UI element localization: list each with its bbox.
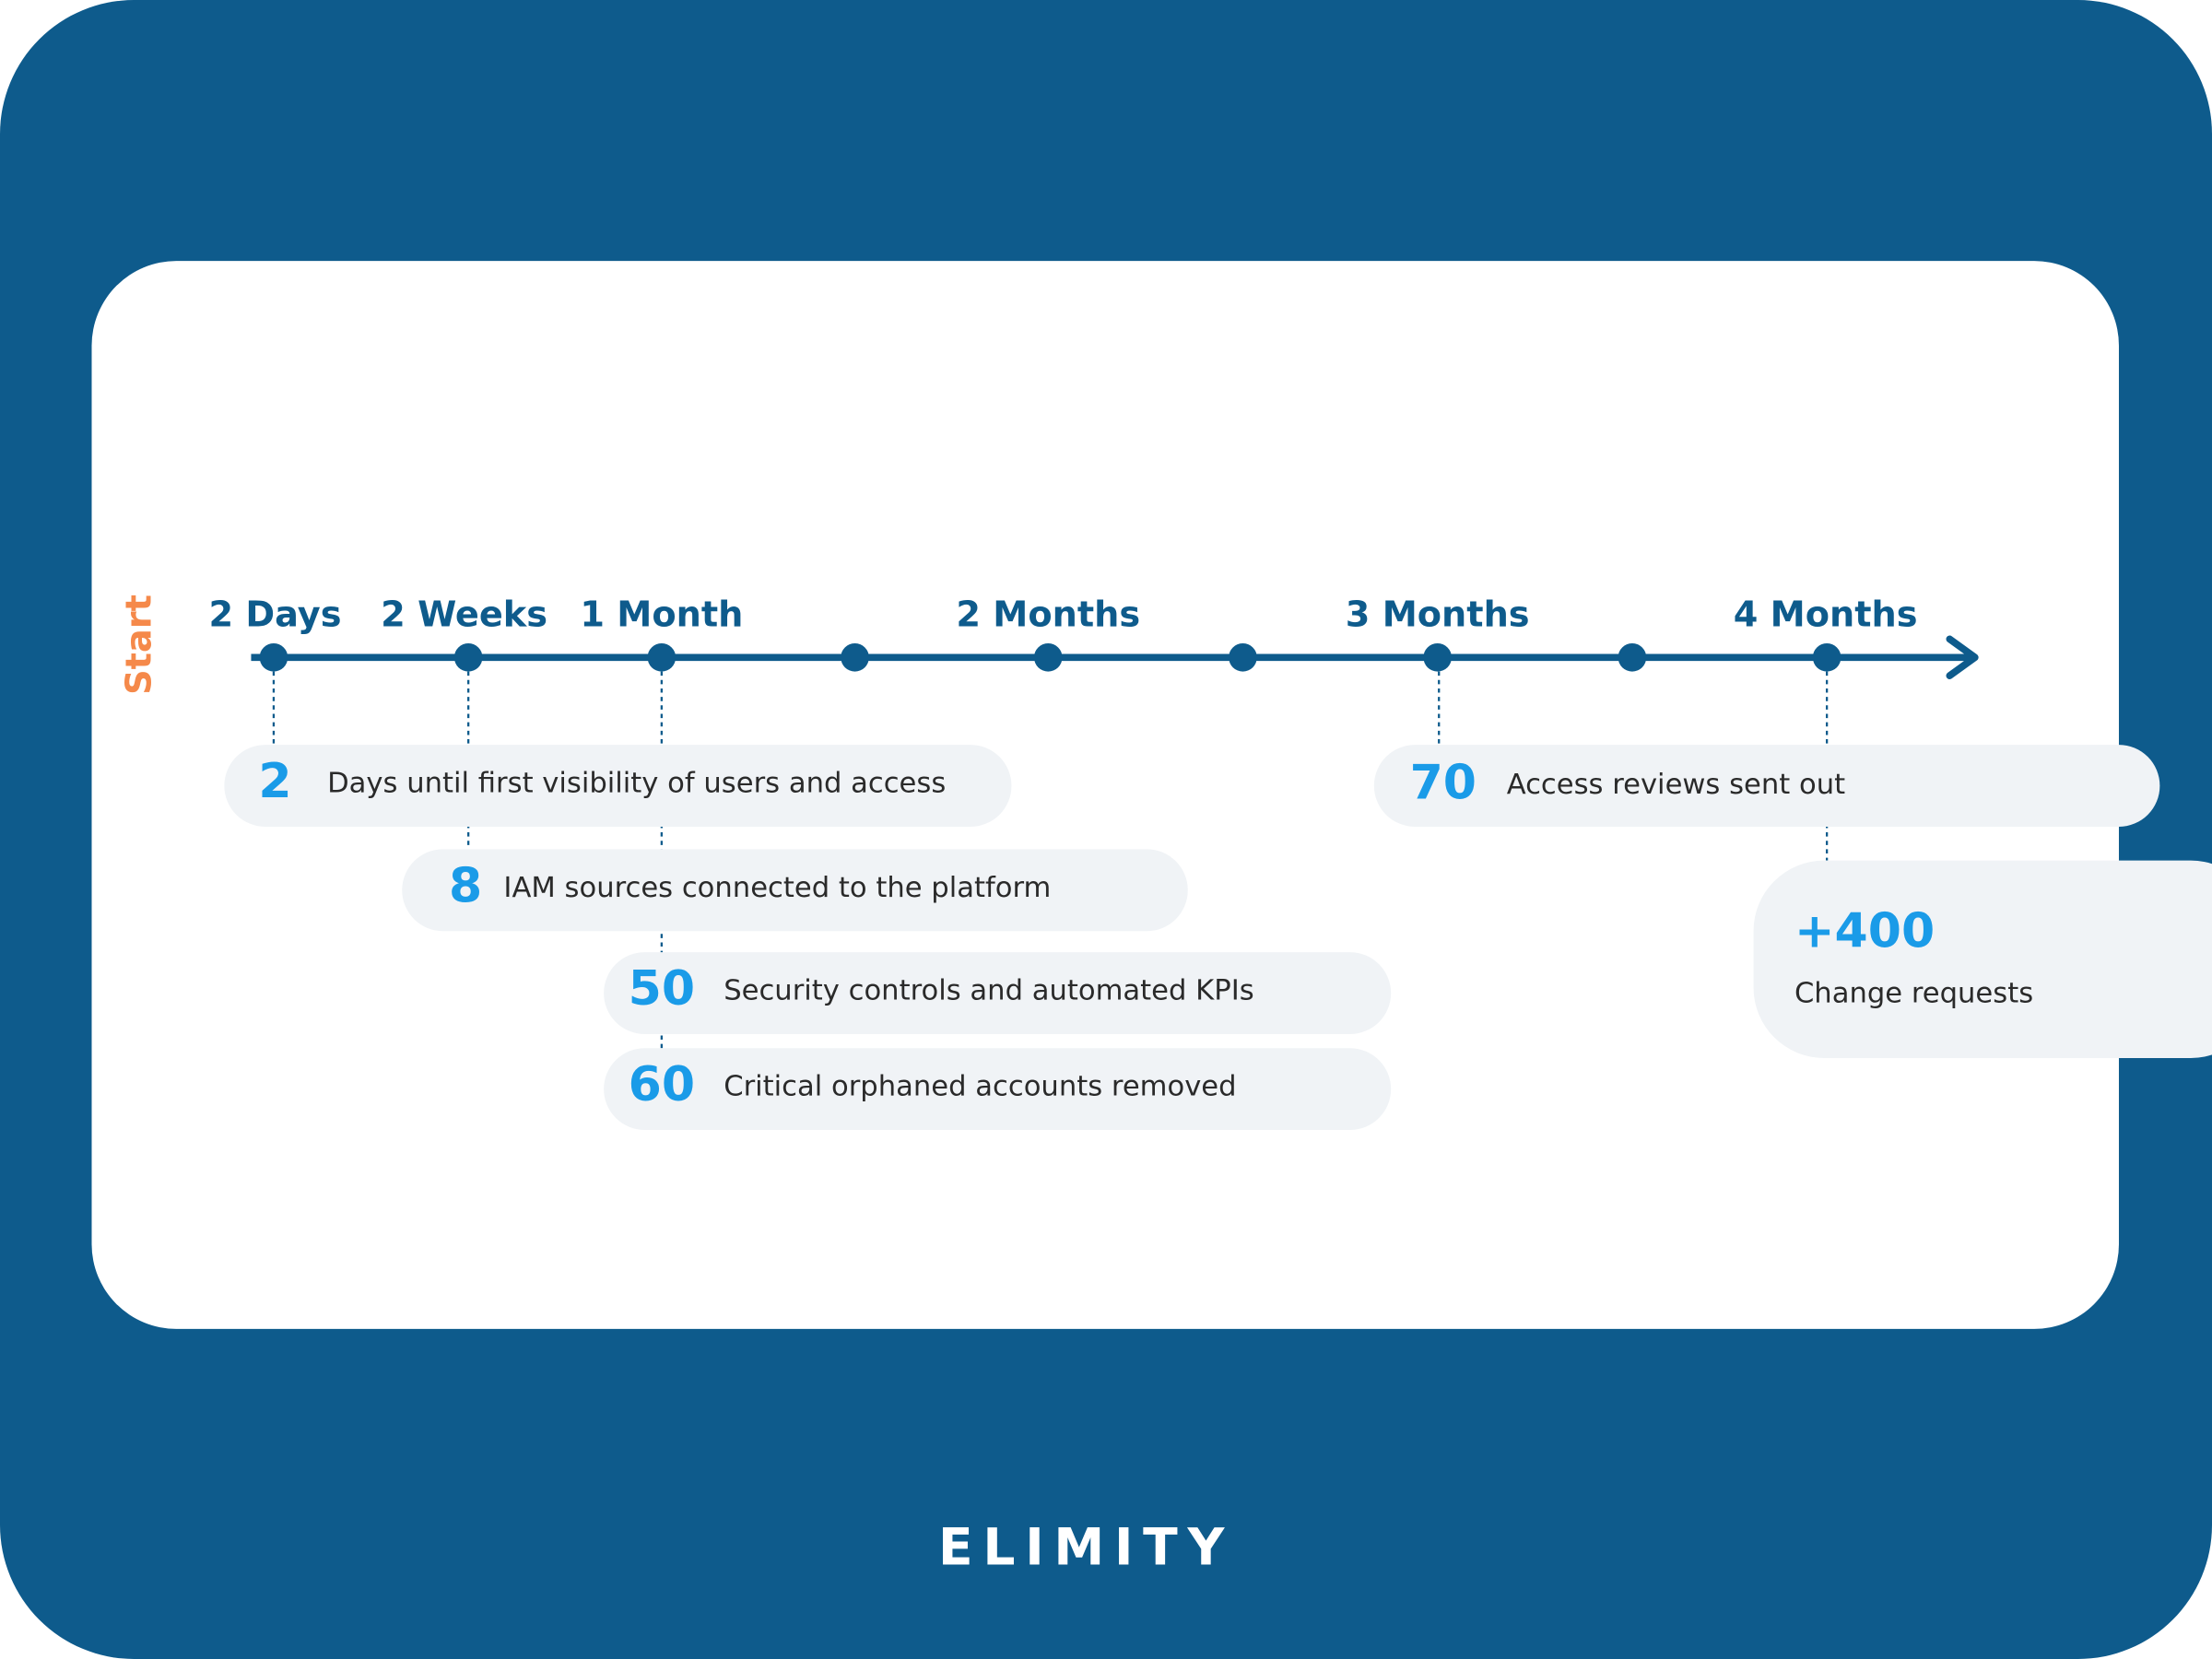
milestone-card xyxy=(1753,860,2212,1058)
axis-dot xyxy=(1033,642,1063,672)
time-label: 1 Month xyxy=(580,594,743,635)
milestone-pill xyxy=(604,1048,1392,1131)
milestone-number: 2 xyxy=(258,754,291,809)
axis-dot xyxy=(1423,642,1452,672)
milestone-number: 60 xyxy=(629,1057,695,1112)
milestone-text: Days until first visibility of users and… xyxy=(327,768,946,800)
brand-logo: ELIMITY xyxy=(938,1517,1234,1576)
time-label: 4 Months xyxy=(1734,594,1918,635)
milestone-number: +400 xyxy=(1794,903,1935,959)
milestone-text: Change requests xyxy=(1794,978,2033,1010)
axis-dot xyxy=(453,642,483,672)
milestone-text: Security controls and automated KPIs xyxy=(724,975,1253,1007)
axis xyxy=(251,635,1979,679)
milestone-number: 8 xyxy=(449,858,482,913)
axis-dot xyxy=(1229,642,1257,672)
axis-dot xyxy=(647,642,677,672)
time-label: 2 Days xyxy=(208,594,341,635)
axis-dot xyxy=(1812,642,1841,672)
time-label: 3 Months xyxy=(1346,594,1530,635)
axis-dot xyxy=(841,642,869,672)
time-labels: 2 Days 2 Weeks 1 Month 2 Months 3 Months… xyxy=(208,594,1917,635)
axis-dot xyxy=(259,642,288,672)
milestones: 2 Days until first visibility of users a… xyxy=(224,745,2212,1131)
milestone-number: 50 xyxy=(629,961,695,1017)
card xyxy=(91,261,2119,1329)
milestone-pill xyxy=(1373,745,2160,827)
milestone-pill xyxy=(402,849,1188,932)
axis-arrow xyxy=(1946,635,1979,679)
milestone-pill xyxy=(224,745,1012,827)
milestone-text: Access reviews sent out xyxy=(1507,769,1845,801)
milestone-text: Critical orphaned accounts removed xyxy=(724,1071,1236,1103)
milestone-pill xyxy=(604,952,1392,1034)
time-label: 2 Months xyxy=(956,594,1140,635)
time-label: 2 Weeks xyxy=(381,594,547,635)
milestone-number: 70 xyxy=(1410,756,1477,811)
start-label: Start xyxy=(119,594,160,695)
milestone-text: IAM sources connected to the platform xyxy=(503,872,1051,904)
axis-dot xyxy=(1618,642,1647,672)
